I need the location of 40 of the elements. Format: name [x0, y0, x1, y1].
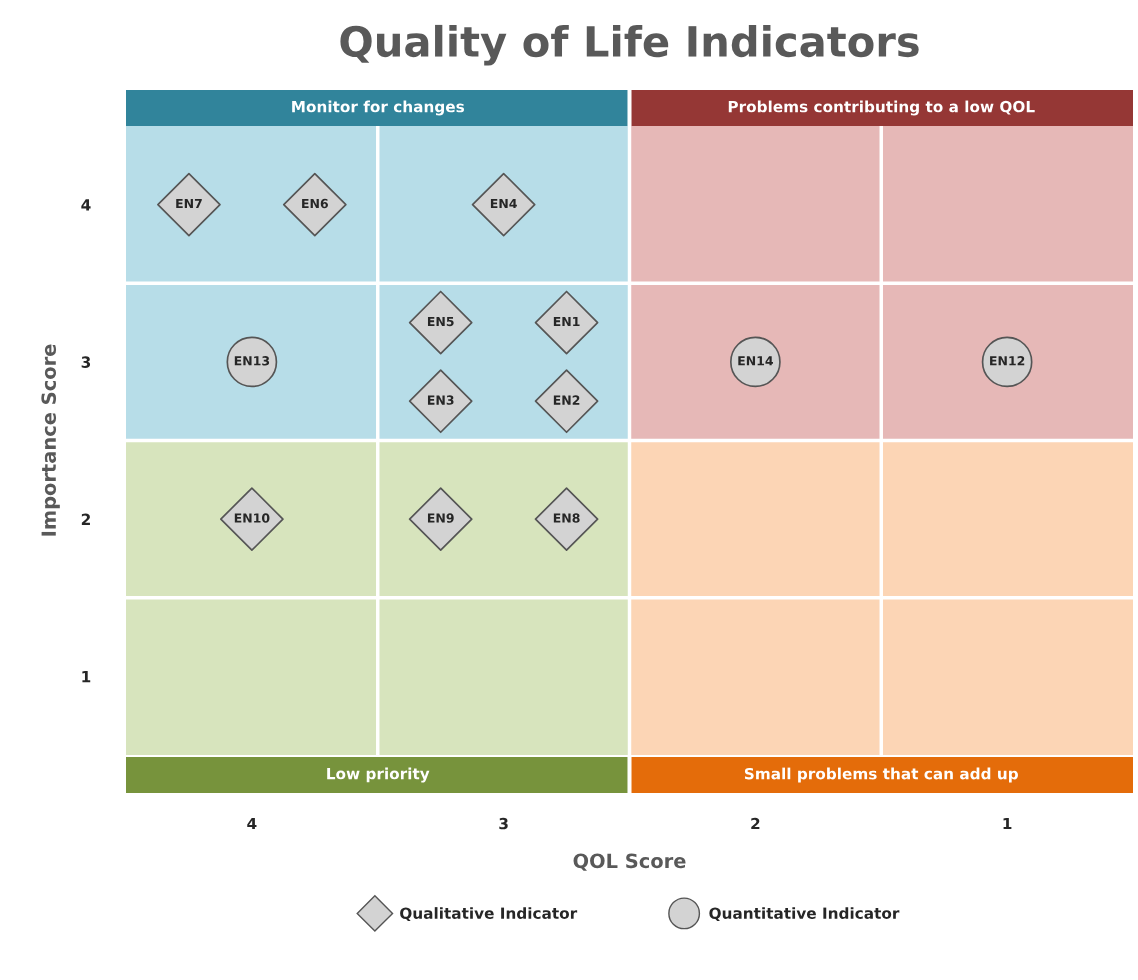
point — [282, 172, 347, 237]
legend-label: Qualitative Indicator — [400, 907, 578, 921]
x-axis-title: QOL Score — [573, 853, 686, 871]
data-label: EN12 — [990, 356, 1025, 366]
y-tick-label: 3 — [81, 356, 91, 368]
y-tick-label: 4 — [81, 199, 91, 211]
point — [534, 487, 599, 552]
data-label: EN2 — [553, 395, 580, 405]
point — [408, 487, 473, 552]
text: Low priority — [327, 767, 430, 783]
text: Monitor for changes — [292, 100, 465, 116]
text: Small problems that can add up — [744, 767, 1018, 783]
data-label: EN13 — [234, 356, 270, 366]
point — [408, 290, 473, 355]
data-label: EN14 — [738, 356, 773, 366]
point — [157, 172, 221, 237]
data-label: EN5 — [427, 316, 454, 327]
data-label: EN10 — [234, 513, 270, 523]
y-tick-label: 1 — [82, 671, 91, 683]
data-label: EN6 — [302, 198, 328, 209]
text: Problems contributing to a low QOL — [728, 100, 1035, 116]
point — [471, 172, 536, 237]
x-tick-label: 1 — [1003, 817, 1012, 830]
chart-title: Quality of Life Indicators — [340, 24, 919, 66]
point — [408, 369, 473, 434]
x-tick-label: 4 — [247, 817, 257, 830]
y-axis-title: Importance Score — [41, 344, 60, 536]
y-tick-label: 2 — [81, 513, 90, 525]
point — [534, 369, 599, 434]
point — [219, 487, 284, 552]
legend-label: Quantitative Indicator — [709, 907, 900, 921]
data-label: EN8 — [553, 513, 580, 523]
data-label: EN7 — [176, 198, 202, 209]
x-tick-label: 2 — [751, 817, 760, 830]
data-label: EN4 — [490, 198, 517, 209]
x-tick-label: 3 — [499, 817, 508, 830]
data-label: EN3 — [427, 395, 454, 405]
data-label: EN9 — [427, 513, 454, 523]
data-label: EN1 — [553, 316, 580, 327]
point — [534, 290, 599, 355]
